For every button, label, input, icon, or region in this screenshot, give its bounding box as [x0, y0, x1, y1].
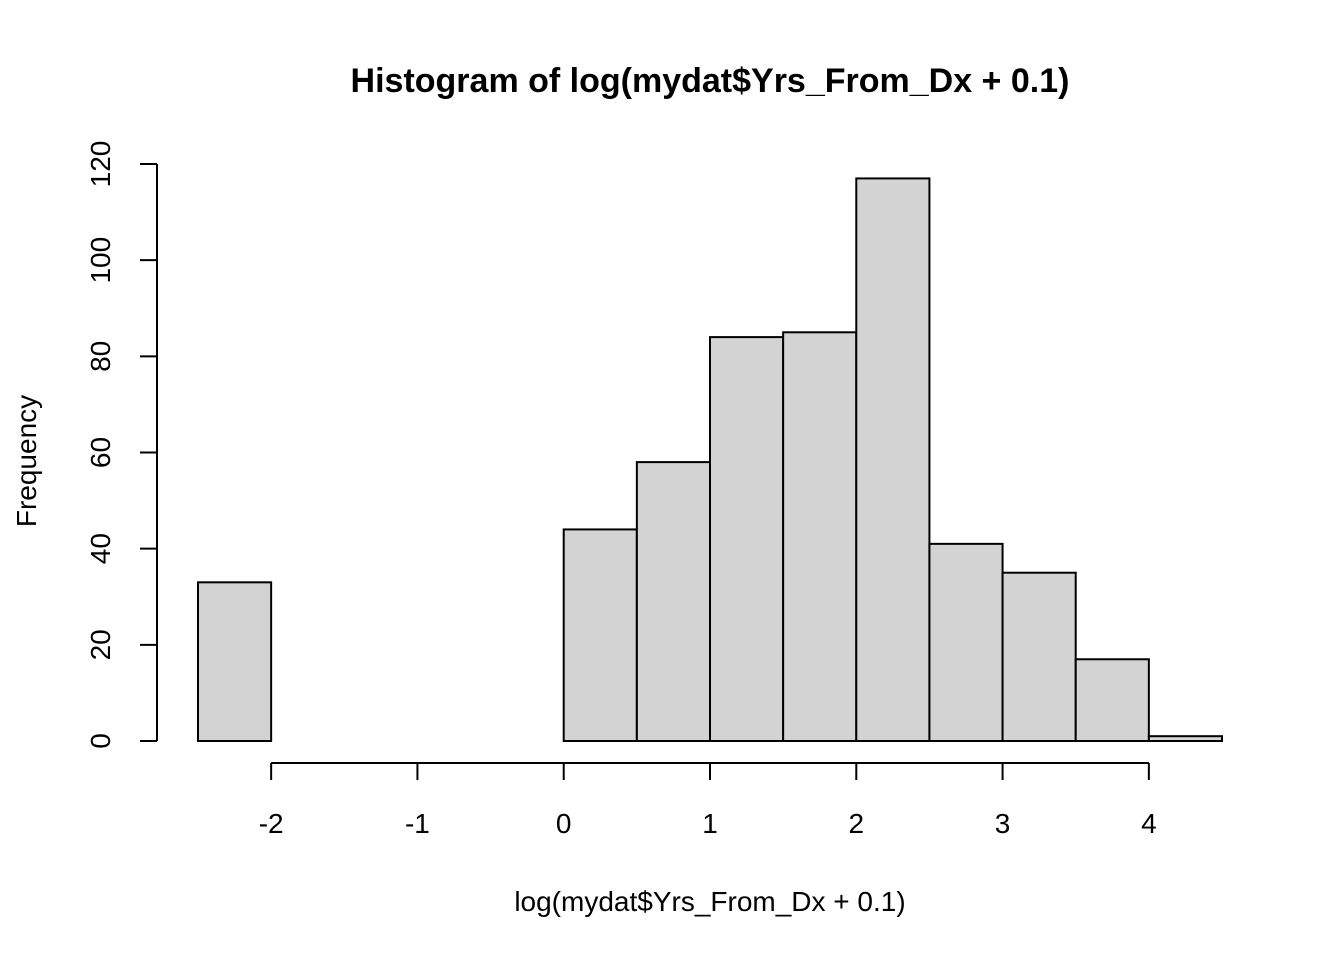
- y-tick-label: 60: [85, 437, 116, 468]
- histogram-bar-12: [1074, 658, 1150, 743]
- x-tick-label: 0: [556, 808, 572, 839]
- histogram-bar-7: [709, 336, 785, 742]
- x-tick-label: 3: [995, 808, 1011, 839]
- y-axis-label: Frequency: [11, 395, 42, 527]
- histogram-bar-6: [635, 461, 711, 742]
- x-tick-label: 4: [1141, 808, 1157, 839]
- x-tick-label: 2: [848, 808, 864, 839]
- histogram-bar-8: [782, 331, 858, 742]
- x-tick-label: -1: [405, 808, 430, 839]
- bars-group: [197, 177, 1224, 743]
- y-tick-label: 100: [85, 237, 116, 284]
- x-tick-label: -2: [259, 808, 284, 839]
- histogram-bar-0: [197, 581, 273, 743]
- y-tick-label: 120: [85, 141, 116, 188]
- histogram-bar-5: [562, 528, 638, 743]
- x-tick-label: 1: [702, 808, 718, 839]
- x-axis: -2 -1 0 1 2 3 4: [259, 762, 1157, 839]
- x-axis-label: log(mydat$Yrs_From_Dx + 0.1): [514, 886, 905, 917]
- y-tick-label: 20: [85, 629, 116, 660]
- y-tick-label: 80: [85, 341, 116, 372]
- histogram-bar-11: [1001, 571, 1077, 742]
- y-tick-label: 0: [85, 733, 116, 749]
- y-tick-label: 40: [85, 533, 116, 564]
- histogram-bar-10: [928, 542, 1004, 742]
- chart-title: Histogram of log(mydat$Yrs_From_Dx + 0.1…: [351, 62, 1070, 100]
- histogram-bar-13: [1147, 735, 1224, 742]
- y-axis: 0 20 40 60 80 100 120: [85, 141, 158, 749]
- histogram-bar-9: [855, 177, 931, 743]
